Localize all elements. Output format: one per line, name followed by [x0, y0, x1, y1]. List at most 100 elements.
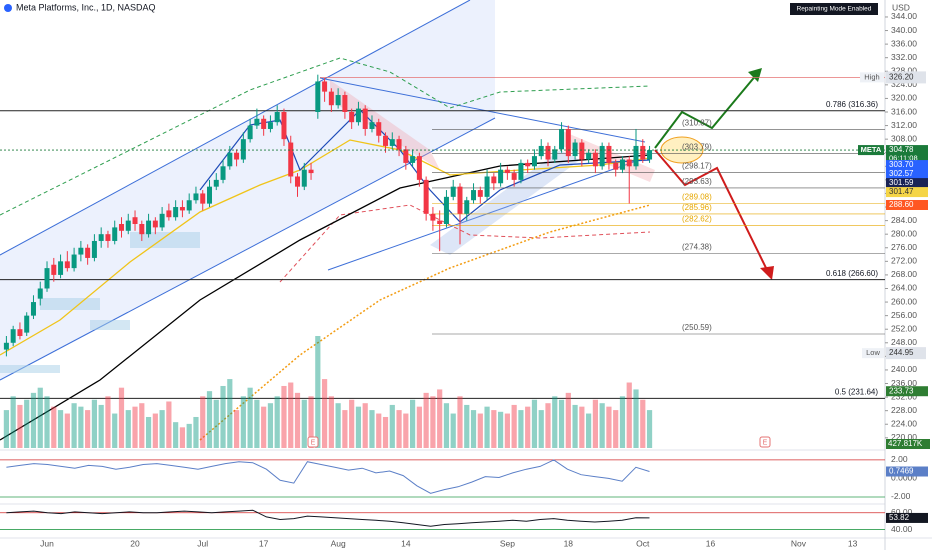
volume-bar [281, 385, 287, 448]
volume-bar [17, 404, 23, 448]
y-tick-label: 320.00 [891, 93, 917, 103]
y-tick-label: 228.00 [891, 405, 917, 415]
volume-bar [369, 410, 375, 448]
x-tick-label: Nov [791, 538, 807, 548]
candle-body [450, 186, 456, 197]
candle-body [139, 224, 145, 235]
volume-bar [565, 392, 571, 448]
candle-body [525, 162, 531, 167]
candle-body [349, 112, 355, 123]
level-label: (293.63) [682, 177, 712, 186]
candle-body [186, 200, 192, 211]
volume-bar [640, 399, 646, 448]
volume-bar [443, 403, 450, 448]
volume-bar [301, 399, 307, 448]
candle-body [626, 159, 632, 167]
candle-body [647, 150, 653, 160]
candle-body [572, 142, 578, 157]
zone [0, 365, 60, 373]
x-tick-label: 14 [401, 538, 411, 548]
candle-body [416, 156, 422, 180]
candle-body [410, 156, 416, 163]
volume-bar [227, 379, 233, 448]
volume-bar [558, 399, 565, 448]
volume-bar [10, 396, 16, 448]
trendline [319, 77, 646, 143]
candle-body [200, 193, 206, 204]
volume-bar [646, 410, 653, 448]
candle-body [437, 220, 443, 224]
candle-body [633, 145, 639, 167]
candle-body [274, 112, 280, 123]
candle-body [579, 142, 585, 160]
ticker-box [858, 145, 884, 156]
x-tick-label: Aug [331, 538, 346, 548]
arrow-up [654, 73, 758, 149]
earnings-box [759, 436, 771, 448]
candle-body [179, 207, 185, 211]
volume-bar [166, 401, 172, 448]
volume-bar [464, 404, 470, 448]
channel-fill [330, 80, 440, 170]
candle-body [538, 145, 544, 157]
volume-bar [240, 396, 246, 448]
volume-bar [423, 392, 429, 448]
volume-bar [206, 391, 213, 448]
high-name: High [864, 72, 879, 81]
countdown-box [886, 154, 928, 164]
volume-bar [606, 406, 612, 448]
arrow-head [748, 68, 762, 82]
candle-body [335, 95, 341, 106]
zone [130, 232, 200, 248]
candle-body [288, 142, 294, 177]
candle-body [105, 234, 111, 241]
osc-tick-label: 60.00 [891, 507, 913, 517]
volume-bar [328, 396, 334, 448]
volume-bar [57, 410, 64, 448]
mode-badge-text: Repainting Mode Enabled [797, 6, 872, 13]
candle-body [518, 162, 524, 180]
volume-bar [24, 399, 30, 448]
volume-bar [294, 392, 301, 448]
candle-body [146, 220, 152, 235]
price-badge [886, 169, 928, 180]
candle-body [44, 268, 50, 289]
y-tick-label: 224.00 [891, 418, 917, 428]
arrow-head [760, 266, 774, 280]
volume-bar [457, 396, 463, 448]
y-tick-label: 332.00 [891, 52, 917, 62]
candle-body [369, 122, 375, 129]
volume-bar [619, 396, 626, 448]
volume-bar [186, 423, 192, 448]
y-tick-label: 268.00 [891, 269, 917, 279]
candle-body [207, 186, 212, 204]
candle-body [213, 179, 219, 187]
candle-body [234, 152, 240, 160]
candle-body [51, 264, 57, 275]
candle-body [220, 166, 226, 180]
candle-body [152, 220, 158, 228]
volume-bar [518, 410, 524, 448]
zone [40, 298, 100, 310]
candle-body [498, 169, 504, 184]
candle-body [619, 159, 625, 170]
y-tick-label: 276.00 [891, 242, 917, 252]
volume-bar [98, 404, 104, 448]
candle-body [430, 213, 436, 221]
candle-body [464, 200, 470, 214]
y-tick-label: 336.00 [891, 38, 917, 48]
x-tick-label: 16 [706, 538, 716, 548]
x-tick-label: 20 [130, 538, 140, 548]
x-tick-label: Oct [636, 538, 650, 548]
price-badge [886, 178, 928, 189]
candle-body [85, 247, 91, 258]
volume-bar [484, 406, 490, 448]
y-tick-label: 256.00 [891, 310, 917, 320]
candle-body [606, 145, 612, 163]
volume-bar [173, 422, 179, 448]
y-tick-label: 308.00 [891, 133, 917, 143]
price-badge [886, 160, 928, 171]
y-tick-label: 236.00 [891, 378, 917, 388]
volume-bar [355, 406, 362, 448]
